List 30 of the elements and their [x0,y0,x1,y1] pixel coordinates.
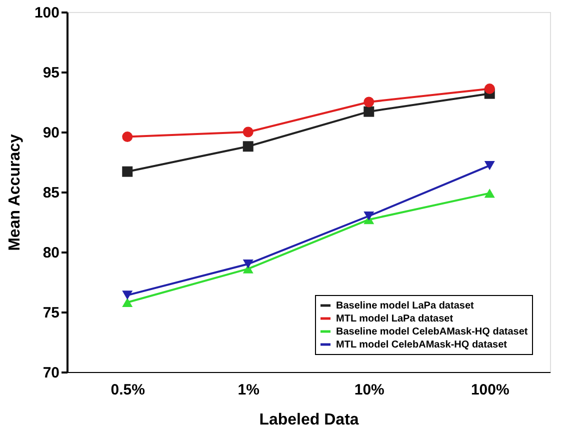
point [484,84,495,94]
point [122,298,133,307]
point [364,106,374,117]
y-tick-label: 90 [42,124,60,142]
x-tick-label: 0.5% [110,382,145,398]
y-tick-label: 85 [42,184,60,202]
point [484,161,495,170]
legend-label: Baseline model CelebAMask-HQ dataset [336,326,528,338]
x-tick-label: 100% [470,382,510,398]
legend-label: MTL model CelebAMask-HQ dataset [336,340,508,350]
point [242,126,254,138]
point [242,141,254,152]
point [122,132,133,142]
point [484,188,495,198]
legend-label: Baseline model LaPa dataset [336,300,474,312]
x-tick-label: 10% [354,382,384,398]
legend-label: MTL model LaPa dataset [336,314,454,324]
x-tick-label: 1% [238,382,260,398]
y-tick-label: 70 [42,364,60,382]
point [364,96,374,108]
y-axis-title: Mean Accuracy [6,134,24,251]
point [242,259,254,269]
y-tick-label: 75 [42,304,60,322]
x-axis-title: Labeled Data [259,412,359,428]
y-tick-label: 95 [42,64,60,82]
point [122,290,133,300]
point [364,211,374,221]
point [122,166,133,177]
y-tick-label: 80 [42,244,60,262]
y-tick-label: 100 [34,4,60,22]
